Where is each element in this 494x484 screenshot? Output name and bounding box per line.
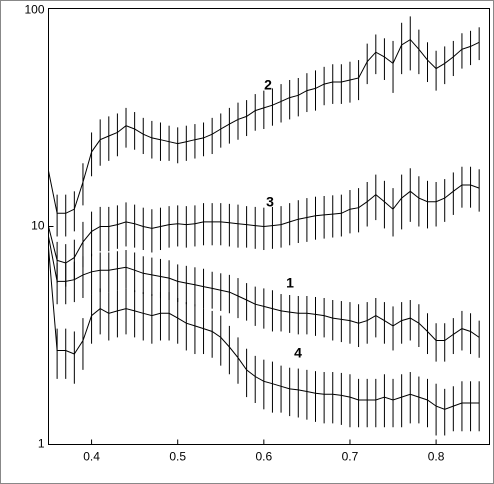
series-line [48,247,480,410]
series-line [48,236,480,341]
series-label: 1 [286,275,294,291]
series-line [48,184,480,264]
x-tick-label: 0.5 [169,450,186,464]
series-label: 2 [264,77,272,93]
y-tick-label: 10 [31,219,45,233]
y-tick-label: 1 [38,437,45,451]
series-label: 4 [294,345,302,361]
series-label: 3 [266,194,274,210]
x-tick-label: 0.4 [83,450,100,464]
series-line [48,38,480,214]
y-tick-label: 100 [24,3,44,17]
x-tick-label: 0.6 [255,450,272,464]
x-tick-label: 0.8 [428,450,445,464]
x-tick-label: 0.7 [342,450,359,464]
